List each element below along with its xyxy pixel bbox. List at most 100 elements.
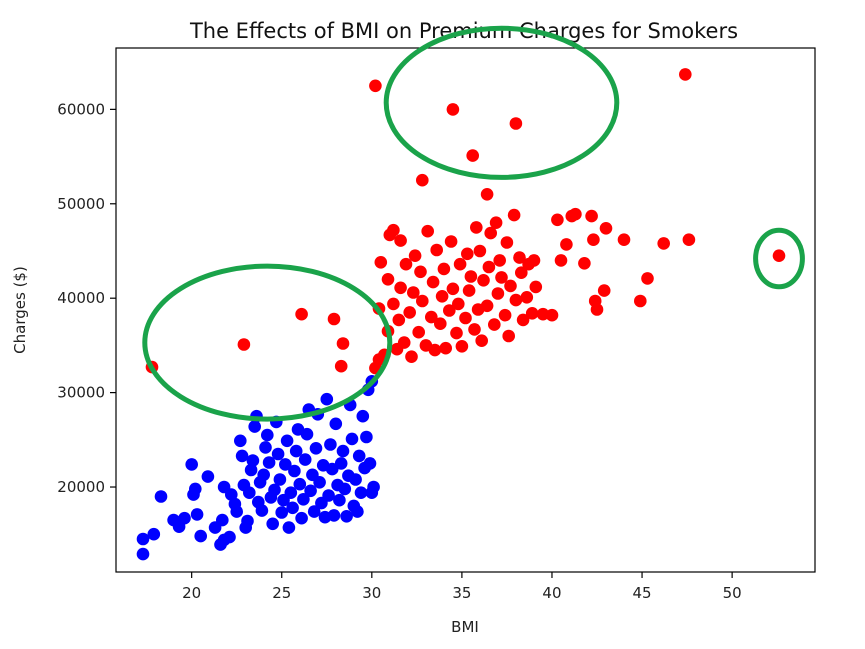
data-point-blue-77 <box>333 493 346 507</box>
data-point-red-76 <box>507 208 521 222</box>
data-point-blue-79 <box>336 444 350 458</box>
data-point-blue-87 <box>351 505 364 518</box>
data-point-red-103 <box>657 237 670 250</box>
data-point-blue-48 <box>280 434 294 448</box>
data-point-blue-71 <box>322 489 335 502</box>
data-point-blue-38 <box>262 456 276 469</box>
data-point-blue-64 <box>309 442 323 455</box>
data-point-red-55 <box>461 247 474 261</box>
data-point-blue-90 <box>356 409 370 423</box>
data-point-red-12 <box>480 188 494 201</box>
data-point-red-44 <box>435 290 449 303</box>
data-point-red-35 <box>414 265 427 279</box>
data-point-blue-29 <box>246 454 260 467</box>
data-point-blue-57 <box>297 493 310 506</box>
data-point-red-73 <box>500 236 514 249</box>
data-point-blue-52 <box>288 464 301 478</box>
data-point-red-63 <box>477 274 490 287</box>
data-point-blue-18 <box>223 530 236 544</box>
y-tick-label: 50000 <box>57 195 105 213</box>
data-point-red-38 <box>421 224 435 238</box>
data-point-red-30 <box>403 306 417 319</box>
data-point-blue-75 <box>329 417 343 431</box>
y-tick-label: 30000 <box>57 384 105 402</box>
data-point-blue-22 <box>234 434 247 448</box>
x-tick-label: 20 <box>182 584 201 602</box>
data-point-red-25 <box>392 313 406 327</box>
data-point-red-2 <box>295 307 308 321</box>
data-point-blue-10 <box>190 508 204 521</box>
data-point-red-71 <box>495 271 508 284</box>
x-tick-label: 35 <box>452 584 471 602</box>
data-point-blue-7 <box>185 458 198 471</box>
data-point-blue-63 <box>307 505 321 518</box>
data-point-blue-37 <box>261 428 274 442</box>
data-point-blue-44 <box>273 473 287 486</box>
data-point-red-23 <box>387 223 400 237</box>
data-point-red-59 <box>470 221 483 234</box>
data-point-blue-94 <box>363 457 377 470</box>
annotation-ellipse-2 <box>753 227 805 290</box>
data-point-red-53 <box>455 340 469 353</box>
data-point-red-78 <box>513 251 526 264</box>
data-point-red-8 <box>509 117 523 130</box>
data-point-red-77 <box>509 293 523 307</box>
data-point-red-80 <box>516 313 530 327</box>
data-point-red-26 <box>394 281 407 295</box>
y-tick-label: 20000 <box>57 478 105 496</box>
data-point-blue-70 <box>320 392 334 406</box>
data-point-blue-43 <box>271 447 285 461</box>
data-point-red-99 <box>599 222 613 235</box>
data-point-red-33 <box>408 249 422 262</box>
data-point-blue-61 <box>304 484 317 498</box>
x-tick-label: 45 <box>633 584 652 602</box>
data-point-red-47 <box>443 304 456 317</box>
data-point-blue-28 <box>244 463 258 477</box>
data-point-red-97 <box>590 303 604 316</box>
data-point-red-5 <box>334 359 348 373</box>
data-point-red-10 <box>466 149 480 162</box>
data-point-blue-88 <box>352 449 366 463</box>
data-point-red-17 <box>374 255 388 269</box>
data-point-red-98 <box>597 284 611 297</box>
annotations-layer <box>142 25 805 422</box>
data-point-red-69 <box>491 287 505 300</box>
y-axis: 20000 30000 40000 50000 60000 <box>57 100 116 496</box>
data-point-blue-51 <box>286 501 299 515</box>
data-point-red-57 <box>464 270 478 283</box>
data-point-red-61 <box>473 244 487 258</box>
data-point-red-4 <box>336 337 350 350</box>
data-point-red-7 <box>446 103 460 116</box>
data-point-red-75 <box>504 279 517 293</box>
data-point-blue-11 <box>194 529 207 543</box>
data-point-blue-40 <box>266 517 280 531</box>
data-point-blue-34 <box>255 504 269 517</box>
data-point-blue-84 <box>345 432 359 446</box>
y-axis-label: Charges ($) <box>11 266 29 354</box>
data-point-red-27 <box>394 234 407 247</box>
data-point-red-102 <box>641 272 654 285</box>
data-point-blue-55 <box>293 477 307 491</box>
data-point-red-84 <box>527 254 541 267</box>
data-point-red-50 <box>450 326 463 340</box>
data-point-blue-35 <box>257 468 271 482</box>
data-point-blue-36 <box>259 441 272 454</box>
data-point-blue-73 <box>325 462 339 476</box>
data-point-blue-45 <box>275 506 289 519</box>
data-point-red-70 <box>493 254 507 267</box>
data-point-blue-12 <box>201 470 215 483</box>
data-point-blue-2 <box>147 527 161 541</box>
data-point-red-13 <box>772 249 786 262</box>
data-point-red-20 <box>381 273 395 286</box>
data-point-blue-92 <box>360 430 373 444</box>
data-point-blue-81 <box>340 510 353 523</box>
data-point-red-9 <box>679 68 692 81</box>
data-point-red-28 <box>397 336 411 349</box>
data-point-blue-47 <box>279 458 292 471</box>
data-point-red-48 <box>444 235 458 248</box>
data-point-red-11 <box>416 173 429 187</box>
data-point-blue-0 <box>136 532 150 546</box>
data-point-red-100 <box>617 233 631 246</box>
data-point-blue-50 <box>284 486 298 500</box>
